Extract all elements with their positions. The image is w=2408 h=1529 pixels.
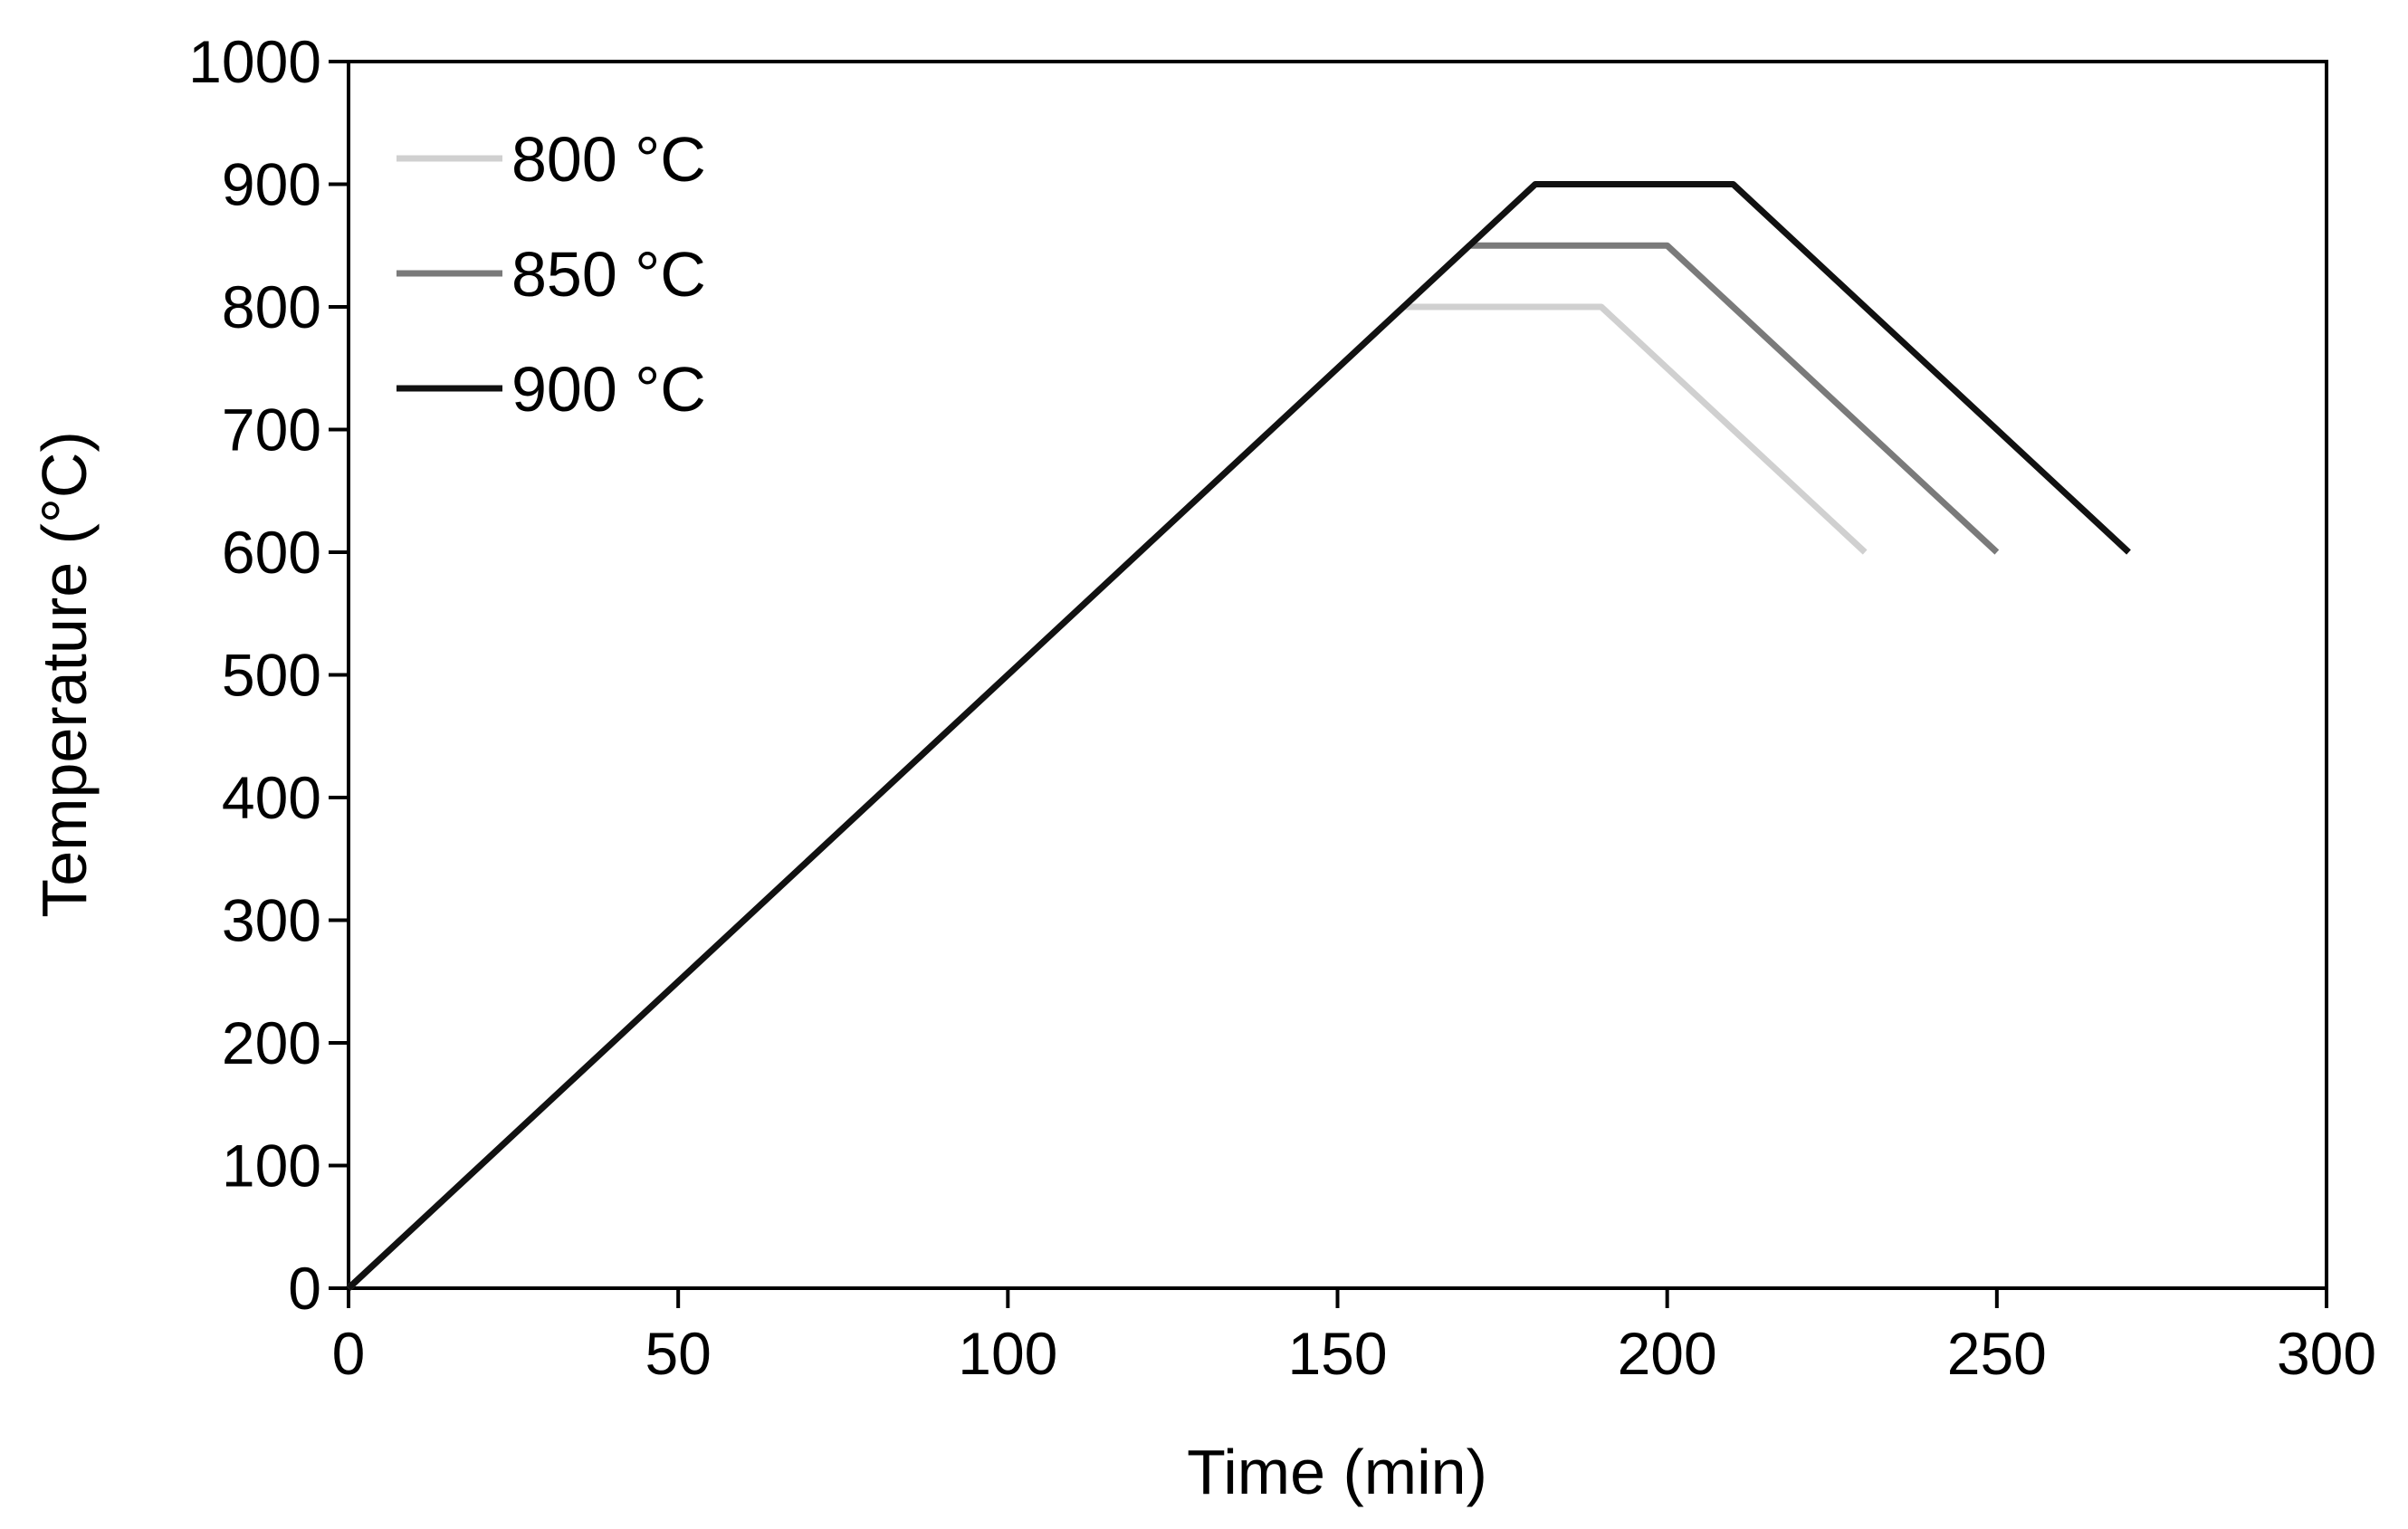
x-tick-label: 100 (958, 1320, 1057, 1387)
legend: 800 °C 850 °C 900 °C (397, 124, 706, 425)
x-tick-label: 50 (645, 1320, 711, 1387)
y-axis-ticks: 0 100 200 300 400 500 600 700 800 900 1000 (188, 28, 349, 1322)
y-tick-label: 200 (222, 1009, 321, 1076)
x-tick-label: 0 (332, 1320, 366, 1387)
legend-label: 900 °C (511, 354, 706, 425)
series-line-900c (346, 181, 2131, 1291)
series-layer (346, 181, 2131, 1291)
y-tick-label: 700 (222, 397, 321, 463)
y-tick-label: 900 (222, 151, 321, 218)
y-tick-label: 100 (222, 1132, 321, 1199)
x-tick-label: 300 (2277, 1320, 2376, 1387)
legend-label: 850 °C (511, 239, 706, 310)
x-axis-ticks: 0 50 100 150 200 250 300 (332, 1288, 2376, 1387)
y-tick-label: 500 (222, 642, 321, 709)
y-tick-label: 0 (288, 1255, 321, 1322)
x-axis-title: Time (min) (1187, 1437, 1487, 1507)
y-tick-label: 600 (222, 519, 321, 586)
series-line-800c (346, 303, 1868, 1291)
y-tick-label: 1000 (188, 28, 321, 95)
y-axis-title: Temperature (°C) (29, 431, 100, 918)
y-tick-label: 300 (222, 887, 321, 954)
x-tick-label: 250 (1947, 1320, 2047, 1387)
x-tick-label: 150 (1287, 1320, 1387, 1387)
y-tick-label: 800 (222, 273, 321, 340)
legend-label: 800 °C (511, 124, 706, 195)
y-tick-label: 400 (222, 764, 321, 831)
x-tick-label: 200 (1618, 1320, 1717, 1387)
